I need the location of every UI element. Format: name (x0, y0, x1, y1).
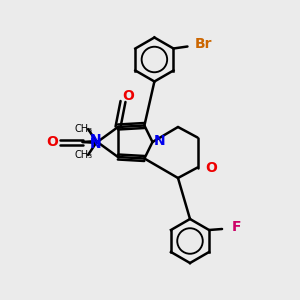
Text: Br: Br (195, 37, 212, 50)
Text: CH₃: CH₃ (74, 150, 92, 160)
Text: CH₃: CH₃ (74, 124, 92, 134)
Text: N: N (154, 134, 165, 148)
Text: O: O (122, 89, 134, 103)
Text: O: O (206, 160, 218, 175)
Text: N: N (89, 133, 101, 147)
Text: O: O (46, 135, 58, 149)
Text: N: N (89, 137, 101, 151)
Text: F: F (231, 220, 241, 234)
